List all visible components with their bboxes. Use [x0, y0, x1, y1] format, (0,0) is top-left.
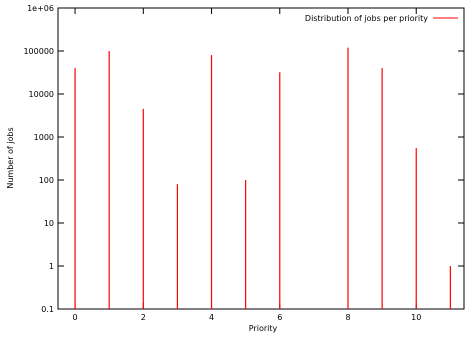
x-tick-label: 4	[209, 313, 214, 322]
x-tick-label: 10	[411, 313, 421, 322]
y-tick-label: 1	[49, 262, 54, 271]
y-tick-label: 1e+06	[27, 4, 54, 13]
impulse-series	[74, 47, 451, 309]
y-tick-label: 100000	[23, 47, 54, 56]
y-tick-label: 0.1	[41, 305, 54, 314]
legend-label: Distribution of jobs per priority	[305, 14, 428, 23]
y-tick-label: 10	[44, 219, 54, 228]
legend: Distribution of jobs per priority	[305, 14, 458, 23]
y-axis-label: Number of jobs	[6, 127, 15, 188]
x-tick-label: 0	[73, 313, 78, 322]
plot-frame	[57, 7, 465, 310]
y-tick-label: 1000	[34, 133, 54, 142]
x-axis-ticks: 0 2 4 6 8 10	[73, 8, 421, 322]
y-tick-label: 10000	[29, 90, 54, 99]
x-axis-label: Priority	[249, 324, 278, 333]
x-tick-label: 8	[345, 313, 350, 322]
y-axis-ticks: 0.1 1 10 100 1000 10000 100000 1e+06	[23, 4, 464, 314]
x-tick-label: 6	[277, 313, 282, 322]
y-tick-label: 100	[39, 176, 54, 185]
x-tick-label: 2	[141, 313, 146, 322]
